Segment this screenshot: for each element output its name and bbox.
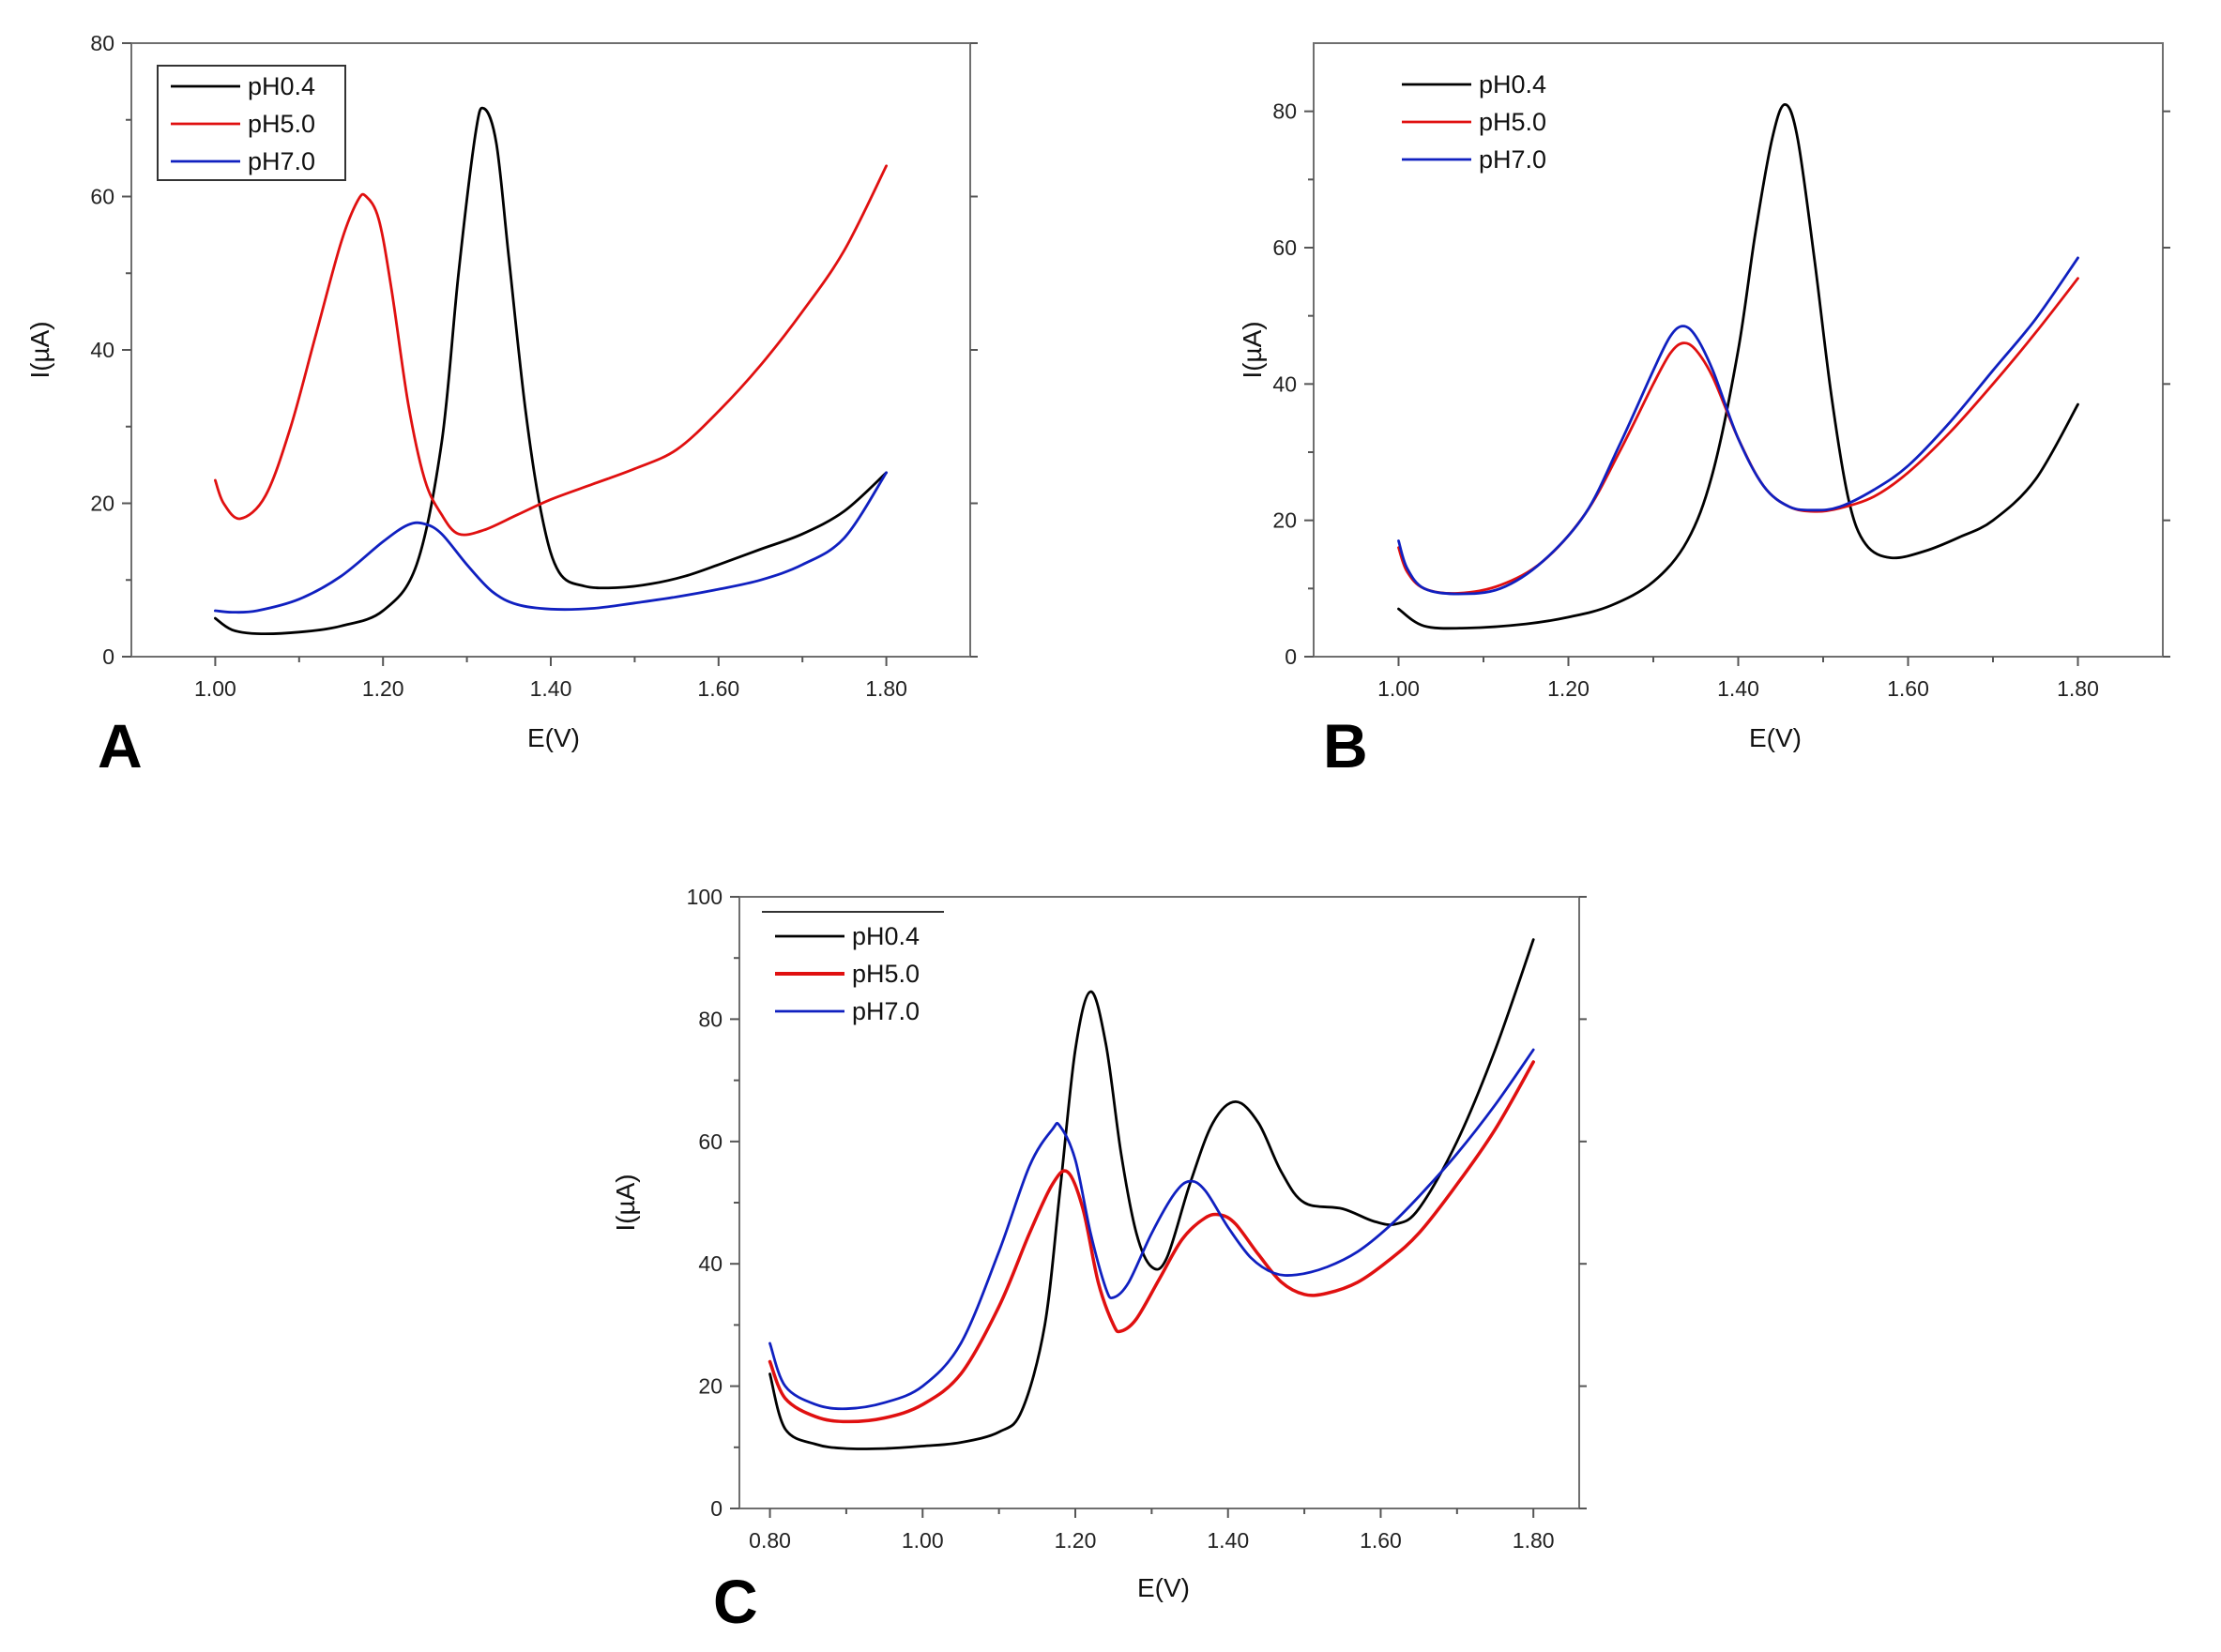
legend-label: pH7.0 (1479, 145, 1546, 174)
y-tick-label: 40 (90, 338, 114, 362)
data-curves (1397, 103, 2079, 630)
legend-label: pH7.0 (852, 997, 920, 1025)
y-tick-label: 0 (710, 1496, 723, 1521)
x-tick-label: 1.20 (362, 676, 404, 701)
panel-c: 0.80 1.00 1.20 1.40 1.60 1.80 0 20 40 60 80 100 pH0… (611, 885, 1587, 1636)
y-tick-label: 40 (1272, 371, 1297, 396)
y-tick-label: 0 (102, 644, 114, 669)
x-tick-label: 1.40 (1207, 1528, 1249, 1553)
y-tick-label: 0 (1285, 644, 1297, 669)
y-tick-label: 60 (698, 1129, 723, 1154)
y-tick-label: 40 (698, 1251, 723, 1276)
legend-label: pH0.4 (248, 72, 315, 100)
panel-label-c: C (713, 1567, 758, 1636)
legend: pH0.4 pH5.0 pH7.0 (1402, 70, 1546, 174)
y-tick-label: 100 (687, 885, 723, 909)
panel-b: 1.00 1.20 1.40 1.60 1.80 0 20 40 60 80 pH0.4 pH5.0… (1238, 42, 2170, 781)
y-tick-label: 80 (90, 31, 114, 55)
series-line-ph04 (214, 106, 888, 635)
plot-frame (738, 896, 1580, 1509)
series-line-ph50 (214, 164, 888, 537)
legend-label: pH5.0 (1479, 108, 1546, 136)
series-line-ph70 (1397, 256, 2079, 596)
legend-label: pH5.0 (248, 110, 315, 138)
series-line-ph50 (768, 1060, 1535, 1424)
panel-label-b: B (1323, 711, 1368, 781)
axis-ticks: 1.00 1.20 1.40 1.60 1.80 0 20 40 60 80 (1272, 99, 2170, 701)
y-axis-label: I(µA) (1238, 321, 1267, 378)
x-tick-label: 1.40 (1717, 676, 1759, 701)
x-tick-label: 1.60 (1887, 676, 1929, 701)
x-tick-label: 1.60 (697, 676, 739, 701)
y-axis-label: I(µA) (611, 1174, 640, 1231)
x-tick-label: 1.80 (865, 676, 907, 701)
series-line-ph04 (768, 938, 1535, 1450)
x-tick-label: 1.20 (1055, 1528, 1097, 1553)
x-tick-label: 1.80 (1513, 1528, 1555, 1553)
x-tick-label: 1.00 (902, 1528, 944, 1553)
series-line-ph04 (1397, 103, 2079, 630)
legend: pH0.4 pH5.0 pH7.0 (157, 65, 346, 181)
x-tick-label: 1.00 (194, 676, 236, 701)
x-tick-label: 0.80 (749, 1528, 791, 1553)
x-axis-label: E(V) (1137, 1573, 1190, 1602)
y-tick-label: 60 (90, 185, 114, 209)
y-tick-label: 20 (90, 492, 114, 516)
legend-label: pH0.4 (1479, 70, 1546, 99)
panel-label-a: A (98, 711, 143, 781)
series-line-ph70 (768, 1048, 1535, 1411)
axis-ticks: 0.80 1.00 1.20 1.40 1.60 1.80 0 20 40 60 80 100 (687, 885, 1587, 1553)
panel-a: 1.00 1.20 1.40 1.60 1.80 0 20 40 60 80 pH0.4 pH5.0… (25, 31, 978, 781)
series-line-ph70 (214, 471, 888, 614)
legend-label: pH7.0 (248, 147, 315, 175)
y-tick-label: 80 (698, 1007, 723, 1031)
x-tick-label: 1.40 (530, 676, 572, 701)
x-tick-label: 1.20 (1547, 676, 1590, 701)
series-line-ph50 (1397, 277, 2079, 595)
data-curves (214, 106, 888, 635)
legend-label: pH5.0 (852, 960, 920, 988)
x-axis-label: E(V) (527, 723, 580, 752)
y-tick-label: 20 (698, 1374, 723, 1399)
y-tick-label: 60 (1272, 235, 1297, 260)
legend: pH0.4 pH5.0 pH7.0 (762, 911, 944, 1025)
legend-label: pH0.4 (852, 922, 920, 950)
x-axis-label: E(V) (1749, 723, 1802, 752)
y-tick-label: 80 (1272, 99, 1297, 124)
y-axis-label: I(µA) (25, 321, 54, 378)
axis-ticks: 1.00 1.20 1.40 1.60 1.80 0 20 40 60 80 (90, 31, 978, 701)
y-tick-label: 20 (1272, 508, 1297, 533)
x-tick-label: 1.00 (1377, 676, 1420, 701)
x-tick-label: 1.80 (2057, 676, 2099, 701)
data-curves (768, 938, 1535, 1450)
x-tick-label: 1.60 (1360, 1528, 1402, 1553)
